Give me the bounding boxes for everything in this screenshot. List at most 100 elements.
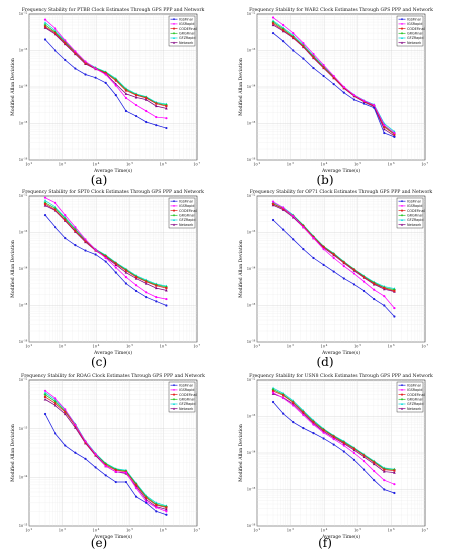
- data-point-marker: [43, 389, 47, 392]
- data-point-marker: [332, 435, 335, 438]
- x-tick-exponent: 7: [427, 528, 429, 531]
- data-point-marker: [342, 265, 345, 268]
- data-point-marker: [104, 72, 107, 75]
- data-point-marker: [124, 480, 128, 484]
- y-tick-exponent: -14: [251, 451, 255, 454]
- data-point-marker: [74, 50, 77, 53]
- data-point-marker: [271, 19, 275, 22]
- x-tick-label: 10: [321, 163, 325, 167]
- legend-entry: IGSFinal: [407, 383, 421, 387]
- data-point-marker: [362, 99, 366, 102]
- x-tick-exponent: 2: [31, 344, 33, 347]
- legend-entry: GFZRapid: [179, 218, 196, 222]
- data-point-marker: [84, 238, 87, 241]
- y-tick-label: 10: [247, 340, 251, 344]
- legend: IGSFinalIGSRapidCODEFinalGRGFinalGFZRapi…: [396, 197, 425, 229]
- data-point-marker: [73, 228, 77, 232]
- data-point-marker: [134, 495, 138, 498]
- data-point-marker: [114, 271, 117, 274]
- y-tick-exponent: -14: [251, 267, 255, 270]
- y-tick-label: 10: [247, 194, 251, 198]
- data-point-marker: [43, 213, 47, 217]
- data-point-marker: [342, 277, 345, 280]
- legend-entry: GFZRapid: [407, 402, 424, 406]
- chart-title: Frequency Stability for PTBB Clock Estim…: [22, 7, 205, 13]
- data-point-marker: [43, 202, 47, 206]
- data-point-marker: [165, 297, 168, 301]
- y-tick-exponent: -13: [251, 414, 255, 417]
- x-tick-label: 10: [321, 529, 325, 533]
- data-point-marker: [373, 282, 376, 285]
- legend-entry: GRGFinal: [407, 398, 422, 402]
- y-tick-exponent: -15: [23, 121, 27, 124]
- data-point-marker: [393, 133, 396, 136]
- data-point-marker: [362, 454, 366, 457]
- legend-entry: Network: [179, 223, 193, 227]
- data-point-marker: [383, 131, 386, 135]
- x-tick-exponent: 7: [199, 528, 201, 531]
- data-point-marker: [134, 289, 138, 293]
- data-point-marker: [173, 384, 175, 387]
- chart-title: Frequency Stability for OP71 Clock Estim…: [250, 189, 433, 195]
- data-point-marker: [322, 74, 325, 78]
- data-point-marker: [155, 284, 158, 287]
- data-point-marker: [271, 200, 275, 203]
- data-point-marker: [134, 277, 138, 280]
- data-point-marker: [312, 66, 315, 70]
- data-point-marker: [352, 451, 356, 455]
- data-point-marker: [362, 455, 366, 459]
- data-point-marker: [362, 280, 366, 283]
- y-tick-label: 10: [247, 267, 251, 271]
- data-point-marker: [155, 510, 158, 513]
- x-axis-label: Average Time(s): [321, 349, 360, 356]
- series-IGSRapid: [43, 196, 168, 301]
- data-point-marker: [401, 18, 403, 21]
- data-point-marker: [292, 31, 295, 35]
- data-point-marker: [292, 215, 295, 218]
- x-axis-label: Average Time(s): [93, 349, 132, 356]
- data-point-marker: [104, 474, 107, 477]
- data-point-marker: [114, 266, 117, 269]
- x-axis-label: Average Time(s): [321, 167, 360, 174]
- data-point-marker: [401, 209, 403, 212]
- y-tick-label: 10: [247, 12, 251, 16]
- panel-label: (d): [316, 355, 333, 369]
- data-point-marker: [134, 483, 138, 486]
- data-point-marker: [401, 205, 403, 207]
- data-point-marker: [393, 289, 396, 293]
- data-point-marker: [383, 295, 386, 298]
- x-tick-label: 10: [287, 529, 291, 533]
- data-point-marker: [282, 412, 285, 415]
- x-tick-exponent: 4: [98, 344, 100, 347]
- data-point-marker: [401, 27, 403, 30]
- data-point-marker: [43, 393, 47, 397]
- data-point-marker: [114, 480, 117, 484]
- y-tick-exponent: -13: [23, 426, 27, 429]
- data-point-marker: [74, 244, 77, 247]
- data-point-marker: [54, 208, 57, 211]
- y-tick-exponent: -12: [23, 12, 27, 15]
- y-tick-label: 10: [19, 476, 23, 480]
- data-point-marker: [352, 448, 356, 452]
- data-point-marker: [154, 286, 158, 290]
- data-point-marker: [165, 506, 168, 509]
- data-point-marker: [43, 397, 47, 401]
- y-tick-label: 10: [19, 340, 23, 344]
- y-tick-exponent: -12: [251, 378, 255, 381]
- data-point-marker: [173, 209, 175, 212]
- data-point-marker: [302, 427, 305, 430]
- y-tick-exponent: -16: [23, 158, 27, 161]
- data-point-marker: [172, 36, 176, 39]
- data-point-marker: [322, 263, 325, 266]
- data-point-marker: [172, 41, 176, 44]
- data-point-marker: [271, 386, 275, 390]
- data-point-marker: [400, 398, 404, 401]
- y-tick-label: 10: [247, 122, 251, 126]
- data-point-marker: [134, 284, 138, 287]
- series-CODEFinal: [43, 202, 168, 290]
- y-tick-exponent: -14: [23, 85, 27, 88]
